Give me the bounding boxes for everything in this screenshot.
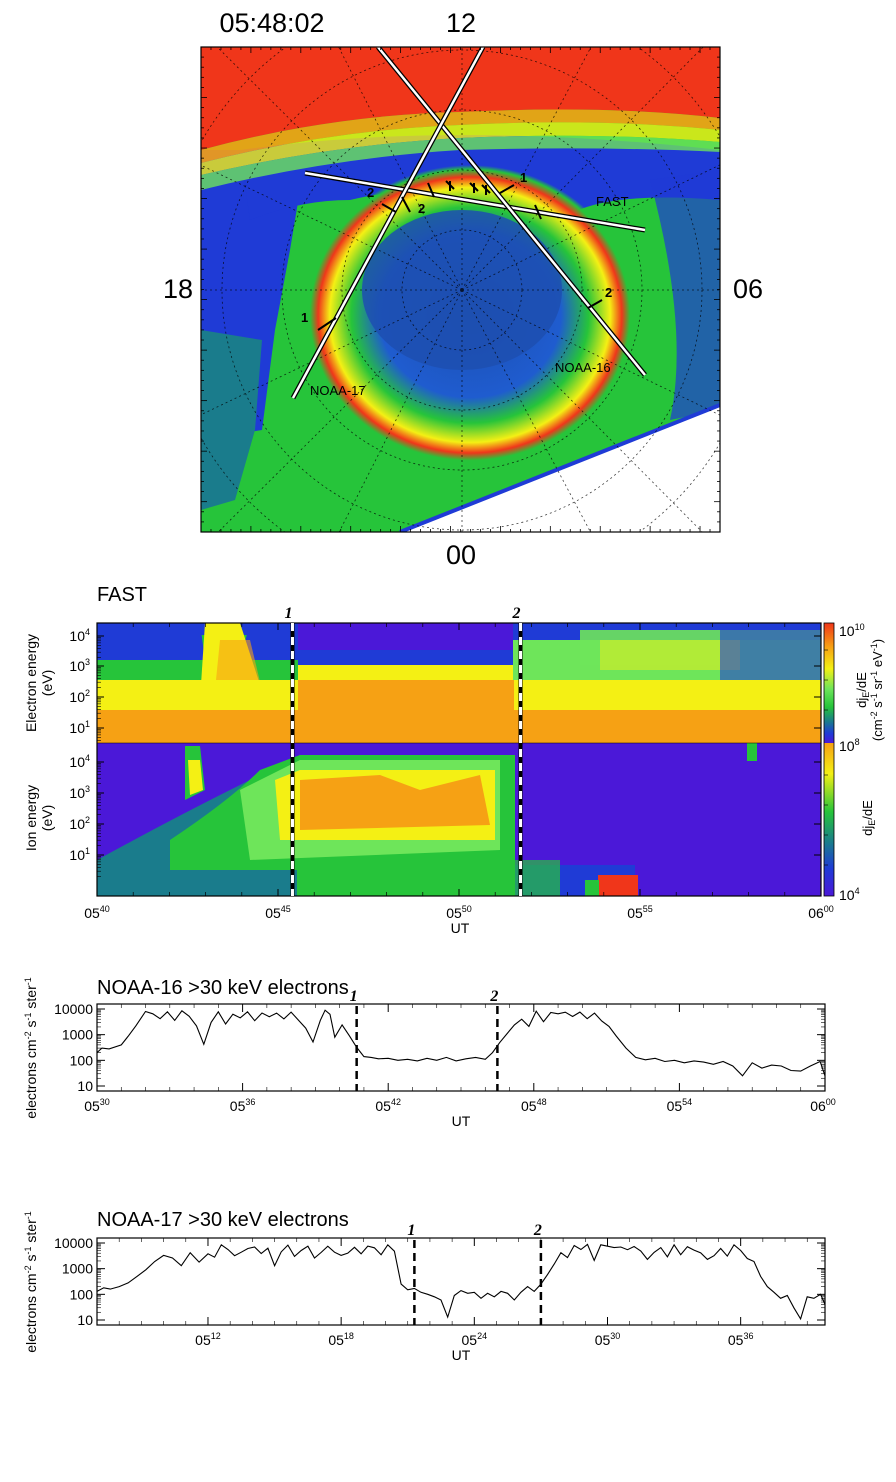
- noaa-16-y-label: electrons cm-2 s-1 ster-1: [23, 977, 39, 1119]
- fast-marker-2: 2: [418, 201, 425, 216]
- ion-energy-label-line1: Ion energy: [23, 785, 39, 851]
- fast-x-label: UT: [451, 920, 470, 936]
- x-tick-label: 0530: [595, 1331, 621, 1348]
- fast-marker-label: 2: [512, 605, 521, 622]
- noaa16-marker-1: 1: [520, 170, 527, 185]
- electron-energy-label-line1: Electron energy: [23, 634, 39, 732]
- noaa-17-title: NOAA-17 >30 keV electrons: [97, 1209, 349, 1231]
- noaa-17-frame: [96, 1237, 826, 1326]
- fast-spectrogram: FAST: [23, 584, 885, 936]
- fast-title: FAST: [97, 584, 147, 606]
- fast-x-tick-label: 0550: [446, 904, 472, 921]
- event-marker-label: 2: [533, 1222, 542, 1239]
- y-tick-label: 100: [70, 1052, 94, 1068]
- mlt-label-right: 06: [733, 274, 763, 304]
- noaa-16-x-label: UT: [452, 1113, 471, 1129]
- y-tick-label: 10000: [54, 1001, 93, 1017]
- mlt-label-left: 18: [163, 274, 193, 304]
- ion-y-tick-label: 103: [69, 784, 90, 801]
- y-tick-label: 1000: [62, 1261, 93, 1277]
- x-tick-label: 0554: [667, 1097, 693, 1114]
- colorbar-ion: [824, 743, 834, 896]
- cbar-label-electron-2: (cm-2 s-1 sr-1 eV-1): [869, 639, 885, 741]
- map-image: 1 2 1 2 2 FAST NOAA-16 NOAA-17: [201, 47, 720, 532]
- x-tick-label: 0548: [521, 1097, 547, 1114]
- cbar-tick-bottom: 104: [839, 886, 860, 903]
- cbar-label-ion: djE/dE: [860, 800, 877, 836]
- x-tick-label: 0518: [328, 1331, 354, 1348]
- fast-x-tick-label: 0545: [265, 904, 291, 921]
- x-tick-label: 0600: [810, 1097, 836, 1114]
- x-tick-label: 0524: [462, 1331, 488, 1348]
- colorbar-electron: [824, 623, 834, 743]
- cbar-label-electron-1: djE/dE: [854, 672, 871, 708]
- map-frame-ticks: [200, 46, 721, 533]
- fast-marker-label: 1: [284, 605, 292, 622]
- track-noaa-17: [290, 47, 486, 400]
- y-tick-label: 10: [77, 1078, 93, 1094]
- noaa-17-x-label: UT: [452, 1347, 471, 1363]
- noaa17-marker-2: 2: [367, 185, 374, 200]
- electron-y-tick-label: 101: [69, 719, 90, 736]
- event-marker-label: 1: [407, 1222, 415, 1239]
- ion-spectrogram: [97, 743, 821, 896]
- y-tick-label: 1000: [62, 1027, 93, 1043]
- fast-y-ticks: 104 103 102 101 104 103 102 101: [69, 627, 821, 877]
- fast-x-tick-label: 0600: [808, 904, 834, 921]
- track-label-noaa-16: NOAA-16: [555, 360, 611, 375]
- electron-y-tick-label: 103: [69, 657, 90, 674]
- noaa-17-y-label: electrons cm-2 s-1 ster-1: [23, 1211, 39, 1353]
- ion-y-tick-label: 101: [69, 846, 90, 863]
- noaa16-marker-2: 2: [605, 285, 612, 300]
- x-tick-label: 0512: [195, 1331, 221, 1348]
- event-marker-label: 2: [489, 988, 498, 1005]
- electron-spectrogram: [97, 623, 821, 743]
- noaa-16-chart: NOAA-16 >30 keV electrons electrons cm-2…: [23, 977, 836, 1129]
- cbar-tick-top: 1010: [839, 622, 865, 639]
- cbar-tick-mid: 108: [839, 737, 860, 754]
- electron-energy-label-line2: (eV): [39, 670, 55, 696]
- y-tick-label: 10: [77, 1312, 93, 1328]
- ion-energy-label-line2: (eV): [39, 805, 55, 831]
- fast-x-tick-label: 0555: [627, 904, 653, 921]
- mlt-label-top: 12: [446, 8, 476, 38]
- x-tick-label: 0530: [84, 1097, 110, 1114]
- y-tick-label: 10000: [54, 1235, 93, 1251]
- y-tick-label: 100: [70, 1286, 94, 1302]
- electron-y-tick-label: 104: [69, 627, 90, 644]
- polar-map: 05:48:02 12 18 06 00: [163, 8, 763, 570]
- map-marker-labels: 1 2 1 2 2: [301, 170, 612, 325]
- track-label-noaa-17: NOAA-17: [310, 383, 366, 398]
- x-tick-label: 0542: [375, 1097, 401, 1114]
- noaa-17-chart: NOAA-17 >30 keV electrons electrons cm-2…: [23, 1209, 826, 1363]
- event-marker-label: 1: [350, 988, 358, 1005]
- ion-y-tick-label: 102: [69, 815, 90, 832]
- noaa-16-frame: [96, 1003, 826, 1092]
- x-tick-label: 0536: [728, 1331, 754, 1348]
- track-noaa-16: [376, 47, 647, 377]
- track-fast: [304, 170, 646, 233]
- map-time: 05:48:02: [219, 8, 324, 38]
- mlt-label-bottom: 00: [446, 540, 476, 570]
- track-label-fast: FAST: [596, 194, 629, 209]
- ion-y-tick-label: 104: [69, 753, 90, 770]
- x-tick-label: 0536: [230, 1097, 256, 1114]
- noaa-16-title: NOAA-16 >30 keV electrons: [97, 977, 349, 999]
- data-line: [96, 1009, 826, 1077]
- electron-y-tick-label: 102: [69, 688, 90, 705]
- track-markers: [317, 180, 603, 331]
- noaa17-marker-1: 1: [301, 310, 308, 325]
- data-line: [96, 1243, 826, 1321]
- fast-x-tick-label: 0540: [84, 904, 110, 921]
